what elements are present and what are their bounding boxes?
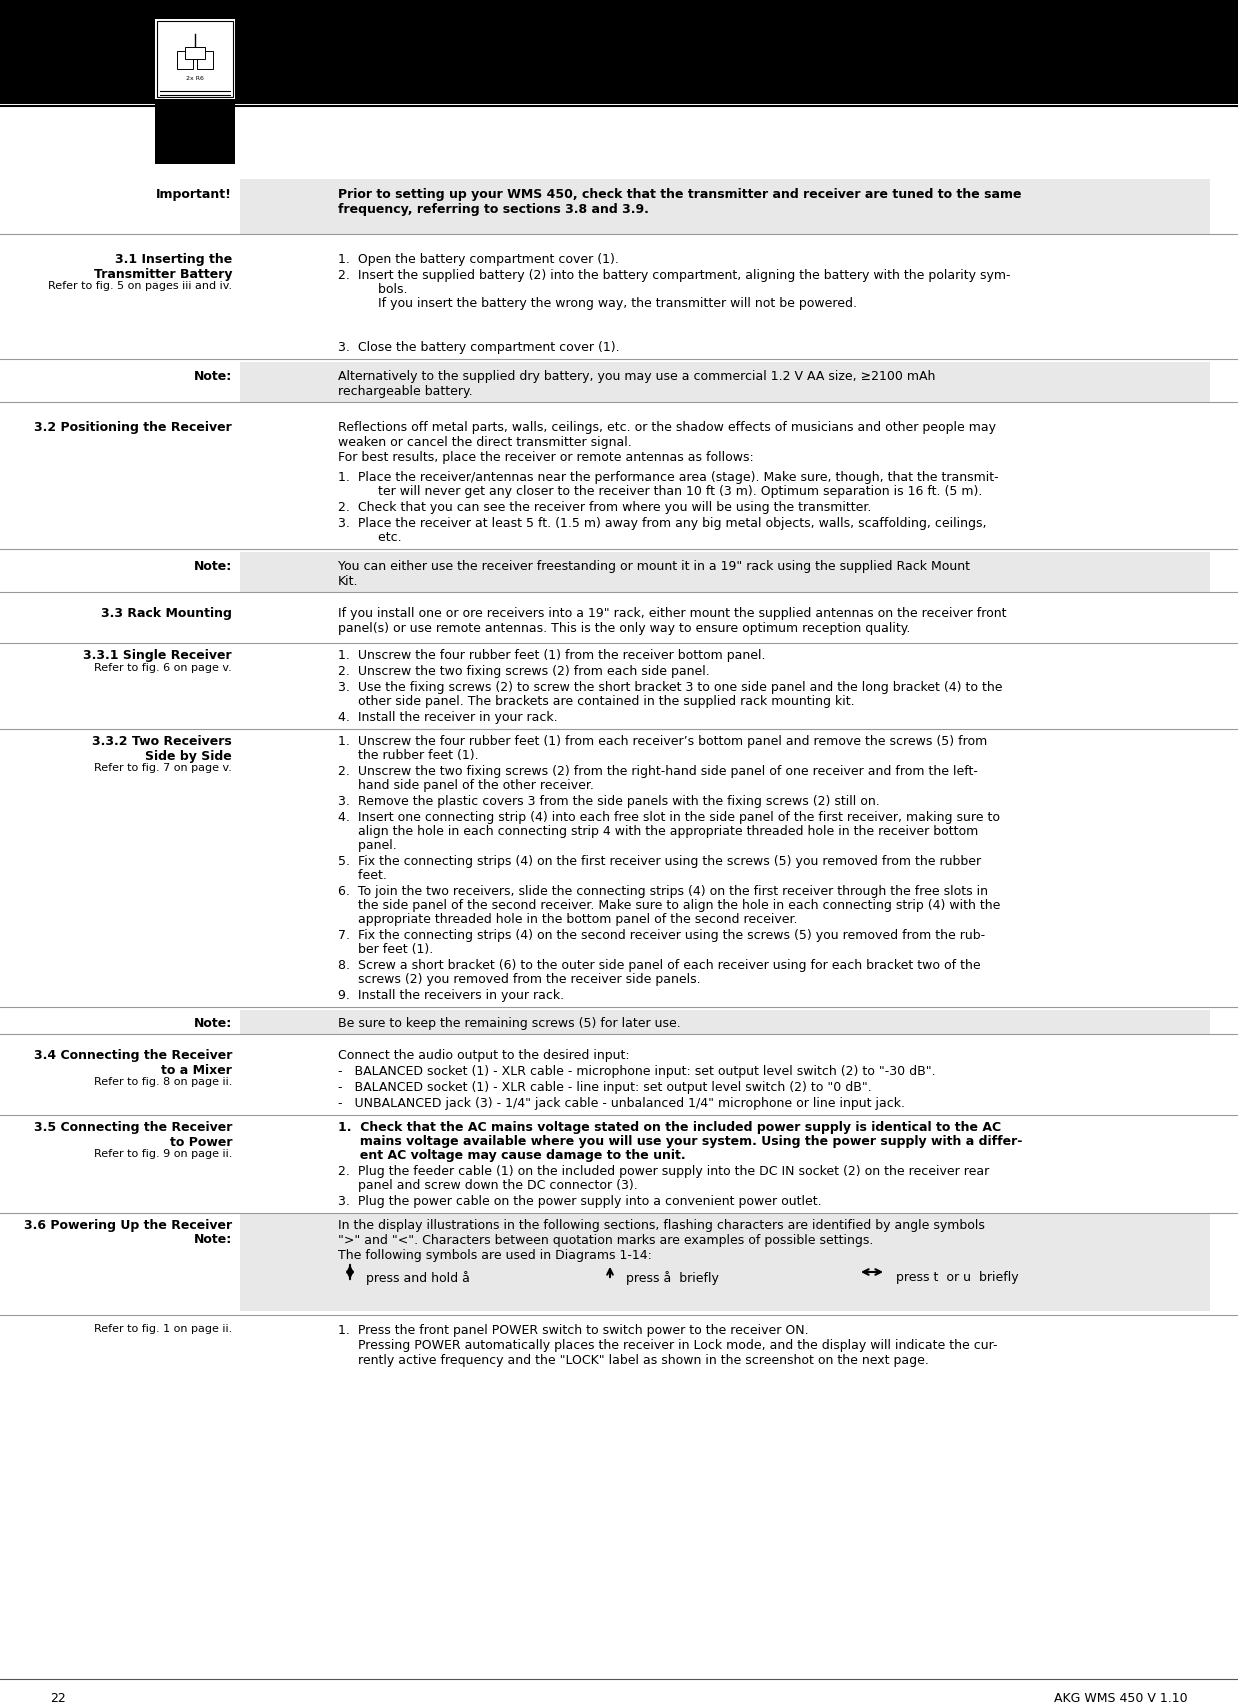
Text: 3.  Remove the plastic covers 3 from the side panels with the fixing screws (2) : 3. Remove the plastic covers 3 from the … [338,794,880,807]
Text: 1.  Unscrew the four rubber feet (1) from the receiver bottom panel.: 1. Unscrew the four rubber feet (1) from… [338,649,765,662]
Text: 3.  Plug the power cable on the power supply into a convenient power outlet.: 3. Plug the power cable on the power sup… [338,1195,822,1207]
Bar [240,1214,1210,1311]
Text: ent AC voltage may cause damage to the unit.: ent AC voltage may cause damage to the u… [338,1149,686,1161]
Text: 3.5 Connecting the Receiver
to Power: 3.5 Connecting the Receiver to Power [33,1120,232,1149]
Text: Note:: Note: [194,1232,232,1246]
Bar [240,1011,1210,1034]
Text: Important!: Important! [156,188,232,201]
Text: Be sure to keep the remaining screws (5) for later use.: Be sure to keep the remaining screws (5)… [338,1016,681,1029]
Bar [157,22,233,97]
Text: In the display illustrations in the following sections, flashing characters are : In the display illustrations in the foll… [338,1219,985,1261]
Text: press t  or u  briefly: press t or u briefly [896,1270,1019,1284]
Text: appropriate threaded hole in the bottom panel of the second receiver.: appropriate threaded hole in the bottom … [338,913,797,925]
Text: etc.: etc. [358,531,401,545]
Text: Refer to fig. 8 on page ii.: Refer to fig. 8 on page ii. [94,1077,232,1086]
Text: panel.: panel. [338,838,396,852]
Text: press and hold å: press and hold å [366,1270,470,1284]
Text: Refer to fig. 6 on page v.: Refer to fig. 6 on page v. [94,662,232,673]
Text: 3.  Place the receiver at least 5 ft. (1.5 m) away from any big metal objects, w: 3. Place the receiver at least 5 ft. (1.… [338,517,987,529]
Text: 1.  Unscrew the four rubber feet (1) from each receiver’s bottom panel and remov: 1. Unscrew the four rubber feet (1) from… [338,734,987,748]
Text: -   BALANCED socket (1) - XLR cable - line input: set output level switch (2) to: - BALANCED socket (1) - XLR cable - line… [338,1081,872,1094]
Text: ter will never get any closer to the receiver than 10 ft (3 m). Optimum separati: ter will never get any closer to the rec… [358,485,983,498]
Text: 3.3.1 Single Receiver: 3.3.1 Single Receiver [83,649,232,662]
Text: 4.  Insert one connecting strip (4) into each free slot in the side panel of the: 4. Insert one connecting strip (4) into … [338,811,1000,823]
Bar [184,48,206,60]
Text: align the hole in each connecting strip 4 with the appropriate threaded hole in : align the hole in each connecting strip … [338,824,978,838]
Text: the rubber feet (1).: the rubber feet (1). [338,749,479,761]
Bar [155,104,235,166]
Text: screws (2) you removed from the receiver side panels.: screws (2) you removed from the receiver… [338,973,701,985]
Text: Refer to fig. 5 on pages iii and iv.: Refer to fig. 5 on pages iii and iv. [48,282,232,290]
Text: the side panel of the second receiver. Make sure to align the hole in each conne: the side panel of the second receiver. M… [338,898,1000,912]
Text: panel and screw down the DC connector (3).: panel and screw down the DC connector (3… [338,1178,638,1191]
Text: feet.: feet. [338,869,386,881]
Text: 7.  Fix the connecting strips (4) on the second receiver using the screws (5) yo: 7. Fix the connecting strips (4) on the … [338,929,985,942]
Text: -   UNBALANCED jack (3) - 1/4" jack cable - unbalanced 1/4" microphone or line i: - UNBALANCED jack (3) - 1/4" jack cable … [338,1096,905,1110]
Text: If you install one or ore receivers into a 19" rack, either mount the supplied a: If you install one or ore receivers into… [338,606,1006,635]
Text: 2.  Check that you can see the receiver from where you will be using the transmi: 2. Check that you can see the receiver f… [338,500,872,514]
Text: Connect the audio output to the desired input:: Connect the audio output to the desired … [338,1048,630,1062]
Text: 1.  Open the battery compartment cover (1).: 1. Open the battery compartment cover (1… [338,253,619,266]
Text: 6.  To join the two receivers, slide the connecting strips (4) on the first rece: 6. To join the two receivers, slide the … [338,884,988,898]
Text: 3.3 Rack Mounting: 3.3 Rack Mounting [102,606,232,620]
Text: Note:: Note: [194,560,232,572]
Bar [197,51,213,70]
Text: 3.4 Connecting the Receiver
to a Mixer: 3.4 Connecting the Receiver to a Mixer [33,1048,232,1077]
Text: 8.  Screw a short bracket (6) to the outer side panel of each receiver using for: 8. Screw a short bracket (6) to the oute… [338,958,980,971]
Text: 5.  Fix the connecting strips (4) on the first receiver using the screws (5) you: 5. Fix the connecting strips (4) on the … [338,855,982,867]
Bar [0,0,1238,104]
Text: press å  briefly: press å briefly [626,1270,719,1284]
Text: mains voltage available where you will use your system. Using the power supply w: mains voltage available where you will u… [338,1135,1023,1147]
Text: Refer to fig. 9 on page ii.: Refer to fig. 9 on page ii. [94,1149,232,1159]
Bar [155,20,235,101]
Text: bols.: bols. [358,283,407,295]
Text: Prior to setting up your WMS 450, check that the transmitter and receiver are tu: Prior to setting up your WMS 450, check … [338,188,1021,215]
Text: If you insert the battery the wrong way, the transmitter will not be powered.: If you insert the battery the wrong way,… [358,297,857,309]
Text: 2.  Insert the supplied battery (2) into the battery compartment, aligning the b: 2. Insert the supplied battery (2) into … [338,268,1010,282]
Bar [240,364,1210,403]
Text: other side panel. The brackets are contained in the supplied rack mounting kit.: other side panel. The brackets are conta… [338,695,854,708]
Text: Alternatively to the supplied dry battery, you may use a commercial 1.2 V AA siz: Alternatively to the supplied dry batter… [338,370,936,398]
Text: 22: 22 [50,1692,66,1704]
Text: You can either use the receiver freestanding or mount it in a 19" rack using the: You can either use the receiver freestan… [338,560,971,587]
Text: 3.6 Powering Up the Receiver: 3.6 Powering Up the Receiver [24,1219,232,1231]
Text: -   BALANCED socket (1) - XLR cable - microphone input: set output level switch : - BALANCED socket (1) - XLR cable - micr… [338,1065,936,1077]
Text: 3.  Close the battery compartment cover (1).: 3. Close the battery compartment cover (… [338,341,620,353]
Text: 2.  Unscrew the two fixing screws (2) from the right-hand side panel of one rece: 2. Unscrew the two fixing screws (2) fro… [338,765,978,778]
Text: 1.  Check that the AC mains voltage stated on the included power supply is ident: 1. Check that the AC mains voltage state… [338,1120,1002,1133]
Text: 3 Setting Up: 3 Setting Up [328,48,524,75]
Text: AKG WMS 450 V 1.10: AKG WMS 450 V 1.10 [1055,1692,1188,1704]
Bar [177,51,193,70]
Text: Refer to fig. 1 on page ii.: Refer to fig. 1 on page ii. [94,1323,232,1333]
Text: Refer to fig. 7 on page v.: Refer to fig. 7 on page v. [94,763,232,773]
Text: 2x R6: 2x R6 [186,75,204,80]
Text: 1.  Press the front panel POWER switch to switch power to the receiver ON.
     : 1. Press the front panel POWER switch to… [338,1323,998,1366]
Text: 3.  Use the fixing screws (2) to screw the short bracket 3 to one side panel and: 3. Use the fixing screws (2) to screw th… [338,681,1003,693]
Text: hand side panel of the other receiver.: hand side panel of the other receiver. [338,778,594,792]
Text: 4.  Install the receiver in your rack.: 4. Install the receiver in your rack. [338,710,557,724]
Text: Note:: Note: [194,370,232,382]
Text: 2.  Plug the feeder cable (1) on the included power supply into the DC IN socket: 2. Plug the feeder cable (1) on the incl… [338,1164,989,1178]
Text: 1.  Place the receiver/antennas near the performance area (stage). Make sure, th: 1. Place the receiver/antennas near the … [338,471,999,483]
Text: ber feet (1).: ber feet (1). [338,942,433,956]
Text: Reflections off metal parts, walls, ceilings, etc. or the shadow effects of musi: Reflections off metal parts, walls, ceil… [338,420,997,464]
Text: 2.  Unscrew the two fixing screws (2) from each side panel.: 2. Unscrew the two fixing screws (2) fro… [338,664,709,678]
Text: 3.1 Inserting the
Transmitter Battery: 3.1 Inserting the Transmitter Battery [94,253,232,282]
Bar [240,179,1210,236]
Text: 9.  Install the receivers in your rack.: 9. Install the receivers in your rack. [338,988,565,1002]
Bar [240,553,1210,592]
Text: 3.2 Positioning the Receiver: 3.2 Positioning the Receiver [35,420,232,434]
Text: Note:: Note: [194,1016,232,1029]
Text: 3.3.2 Two Receivers
Side by Side: 3.3.2 Two Receivers Side by Side [93,734,232,763]
